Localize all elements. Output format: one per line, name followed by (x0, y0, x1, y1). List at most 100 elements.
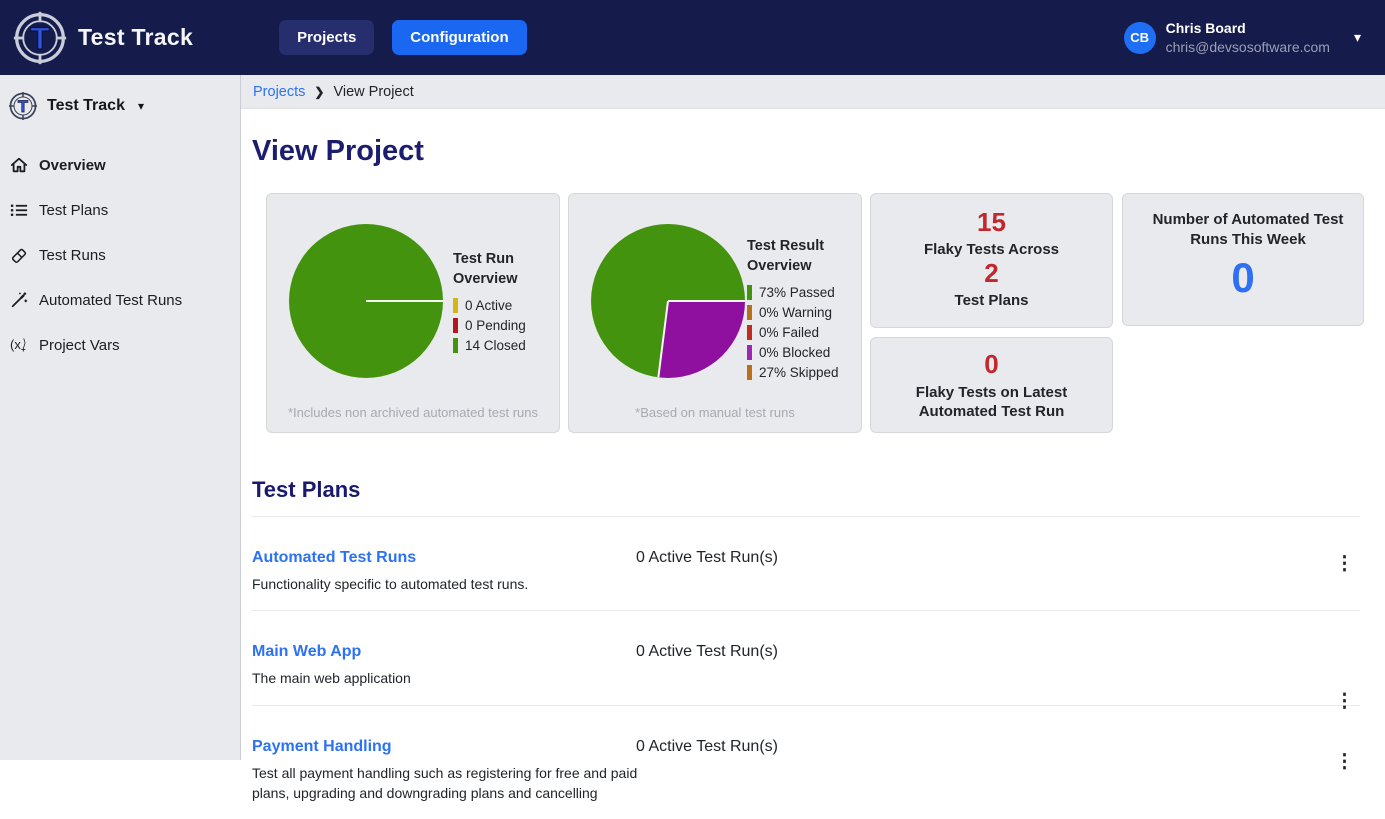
app-title: Test Track (78, 24, 194, 50)
automated-runs-week-card: Number of Automated Test Runs This Week … (1122, 193, 1364, 326)
legend-swatch (453, 318, 458, 334)
avatar: CB (1123, 21, 1156, 54)
test-plans-section: Test Plans Automated Test Runs Functiona… (252, 477, 1360, 819)
test-plan-description: Functionality specific to automated test… (252, 576, 529, 592)
sidebar-item-label: Test Plans (39, 201, 109, 219)
test-run-overview-pie-chart (289, 224, 443, 378)
primary-nav: Projects Configuration (279, 20, 527, 55)
overview-cards: Test Run Overview 0 Active 0 Pending 14 Cl… (266, 193, 1385, 433)
kebab-menu-icon[interactable]: ⋮ (1335, 751, 1354, 773)
app-logo-icon: T (8, 91, 38, 121)
chevron-down-icon: ▾ (137, 99, 144, 113)
legend-label: 73% Passed (759, 285, 835, 301)
list-icon (9, 201, 29, 219)
flaky-latest-count: 0 (984, 349, 999, 379)
sidebar-project-switcher[interactable]: T Test Track ▾ (0, 75, 240, 127)
nav-projects-button[interactable]: Projects (279, 20, 375, 55)
sidebar-item-label: Automated Test Runs (39, 291, 183, 309)
chart-title: Test Result Overview (747, 238, 825, 274)
active-test-runs-count: 0 Active Test Run(s) (636, 737, 778, 755)
test-plan-link[interactable]: Automated Test Runs (252, 549, 417, 566)
pie-slice-border (668, 300, 745, 302)
vars-icon: (x + ⟩ (9, 336, 29, 354)
test-plan-link[interactable]: Payment Handling (252, 737, 392, 755)
sidebar: T Test Track ▾ Overview (0, 75, 241, 760)
legend-swatch (747, 345, 752, 361)
breadcrumb-projects-link[interactable]: Projects (253, 83, 306, 100)
app-logo-icon: T (12, 10, 68, 66)
svg-text:T: T (18, 97, 29, 116)
legend-label: 0% Blocked (759, 345, 831, 361)
test-result-overview-pie-chart (591, 224, 745, 378)
legend-label: 0% Failed (759, 325, 820, 341)
legend-swatch (747, 305, 752, 321)
main-content: Projects ❯ View Project View Project Tes… (241, 75, 1385, 801)
kebab-menu-icon[interactable]: ⋮ (1335, 553, 1354, 575)
home-icon (9, 156, 29, 174)
test-plan-link[interactable]: Main Web App (252, 643, 362, 661)
user-name: Chris Board (1165, 20, 1246, 37)
svg-text:T: T (30, 20, 50, 56)
flaky-test-plans-count: 2 (984, 258, 999, 289)
legend-item: 0% Warning (747, 305, 849, 321)
test-result-overview-card: Test Result Overview 73% Passed 0% Warnin… (568, 193, 862, 433)
sidebar-item-test-runs[interactable]: Test Runs (0, 237, 240, 273)
chevron-down-icon: ▾ (1353, 29, 1361, 45)
sidebar-item-label: Project Vars (39, 336, 120, 354)
legend-label: 0% Warning (759, 305, 833, 321)
test-plan-row: Main Web App The main web application 0 … (252, 611, 1360, 711)
page-title: View Project (252, 135, 424, 167)
eraser-icon (9, 246, 29, 264)
wand-icon (9, 291, 29, 309)
legend-swatch (747, 325, 752, 341)
flaky-tests-card: 15 Flaky Tests Across 2 Test Plans (870, 193, 1113, 328)
legend-item: 27% Skipped (747, 365, 849, 381)
sidebar-item-test-plans[interactable]: Test Plans (0, 192, 240, 228)
pie-slice-border (657, 300, 669, 378)
flaky-test-plans-label: Test Plans (954, 292, 1029, 310)
legend-item: 0% Blocked (747, 345, 849, 361)
legend-label: 0 Pending (465, 318, 526, 334)
active-test-runs-count: 0 Active Test Run(s) (636, 643, 778, 661)
flaky-tests-label: Flaky Tests Across (923, 240, 1060, 258)
svg-text:⟩: ⟩ (23, 338, 27, 349)
user-email: chris@devsosoftware.com (1165, 38, 1330, 55)
test-run-overview-legend: Test Run Overview 0 Active 0 Pending 14 Cl… (453, 250, 555, 358)
legend-item: 0 Active (453, 298, 555, 314)
legend-item: 14 Closed (453, 338, 555, 354)
sidebar-item-automated-test-runs[interactable]: Automated Test Runs (0, 282, 240, 318)
breadcrumb-current: View Project (333, 83, 414, 100)
sidebar-item-project-vars[interactable]: (x + ⟩ Project Vars (0, 327, 240, 363)
user-menu[interactable]: CB Chris Board chris@devsosoftware.com ▾ (1123, 19, 1361, 55)
svg-text:(x: (x (10, 337, 21, 352)
legend-label: 0 Active (465, 298, 513, 314)
svg-text:+: + (21, 345, 26, 354)
test-plan-description: Test all payment handling such as regist… (252, 764, 638, 801)
flaky-latest-run-card: 0 Flaky Tests on Latest Automated Test R… (870, 337, 1113, 433)
test-run-overview-card: Test Run Overview 0 Active 0 Pending 14 Cl… (266, 193, 560, 433)
kebab-menu-icon[interactable]: ⋮ (1335, 690, 1354, 712)
sidebar-item-label: Overview (39, 156, 106, 174)
legend-swatch (747, 365, 752, 381)
legend-swatch (747, 285, 752, 301)
legend-swatch (453, 298, 458, 314)
pie-slice-border (366, 300, 443, 302)
legend-item: 0% Failed (747, 325, 849, 341)
test-plan-description: The main web application (252, 670, 411, 687)
flaky-latest-label: Flaky Tests on Latest Automated Test Run (915, 383, 1068, 421)
test-plans-heading: Test Plans (252, 477, 1360, 517)
chart-title: Test Run Overview (453, 251, 518, 287)
sidebar-brand: Test Track (47, 97, 125, 114)
active-test-runs-count: 0 Active Test Run(s) (636, 549, 778, 566)
automated-runs-week-count: 0 (1231, 254, 1255, 301)
test-result-overview-legend: Test Result Overview 73% Passed 0% Warnin… (747, 237, 849, 385)
sidebar-item-overview[interactable]: Overview (0, 147, 240, 183)
legend-label: 14 Closed (465, 338, 526, 354)
test-plan-row: Payment Handling Test all payment handli… (252, 706, 1360, 819)
flaky-cards-column: 15 Flaky Tests Across 2 Test Plans 0 Fla… (870, 193, 1113, 433)
chart-footnote: *Based on manual test runs (635, 405, 795, 420)
top-navbar: T Test Track Projects Configuration CB C… (0, 0, 1385, 75)
test-plan-row: Automated Test Runs Functionality specif… (252, 517, 1360, 612)
chart-footnote: *Includes non archived automated test ru… (287, 405, 539, 420)
nav-configuration-button[interactable]: Configuration (392, 20, 527, 55)
